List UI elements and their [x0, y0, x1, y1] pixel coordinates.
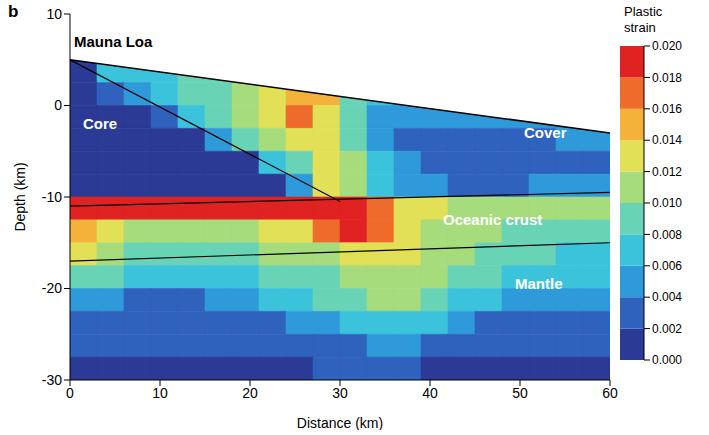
- svg-text:-20: -20: [42, 280, 62, 296]
- svg-text:10: 10: [46, 6, 62, 22]
- svg-text:50: 50: [512, 385, 528, 401]
- svg-text:30: 30: [332, 385, 348, 401]
- svg-text:0: 0: [66, 385, 74, 401]
- svg-text:Oceanic crust: Oceanic crust: [443, 211, 542, 228]
- svg-text:Core: Core: [83, 115, 117, 132]
- svg-text:0.010: 0.010: [652, 196, 682, 210]
- svg-text:Cover: Cover: [524, 124, 567, 141]
- svg-text:Mantle: Mantle: [515, 275, 563, 292]
- svg-text:0.018: 0.018: [652, 71, 682, 85]
- svg-text:0.020: 0.020: [652, 39, 682, 53]
- svg-text:40: 40: [422, 385, 438, 401]
- svg-text:0.000: 0.000: [652, 353, 682, 367]
- svg-text:0.016: 0.016: [652, 102, 682, 116]
- svg-text:Distance (km): Distance (km): [297, 415, 383, 430]
- html-text:Plastic strain: Plastic strain: [624, 4, 663, 35]
- svg-text:Mauna Loa: Mauna Loa: [74, 33, 153, 50]
- svg-text:0.006: 0.006: [652, 259, 682, 273]
- svg-text:0.002: 0.002: [652, 322, 682, 336]
- svg-text:-30: -30: [42, 372, 62, 388]
- svg-text:0.014: 0.014: [652, 133, 682, 147]
- svg-text:60: 60: [602, 385, 618, 401]
- svg-text:-10: -10: [42, 189, 62, 205]
- svg-text:0.012: 0.012: [652, 165, 682, 179]
- svg-text:10: 10: [152, 385, 168, 401]
- svg-text:0.008: 0.008: [652, 228, 682, 242]
- svg-text:0: 0: [54, 97, 62, 113]
- svg-text:20: 20: [242, 385, 258, 401]
- svg-text:Depth (km): Depth (km): [12, 162, 28, 231]
- html-text:b: b: [8, 2, 19, 21]
- svg-text:0.004: 0.004: [652, 290, 682, 304]
